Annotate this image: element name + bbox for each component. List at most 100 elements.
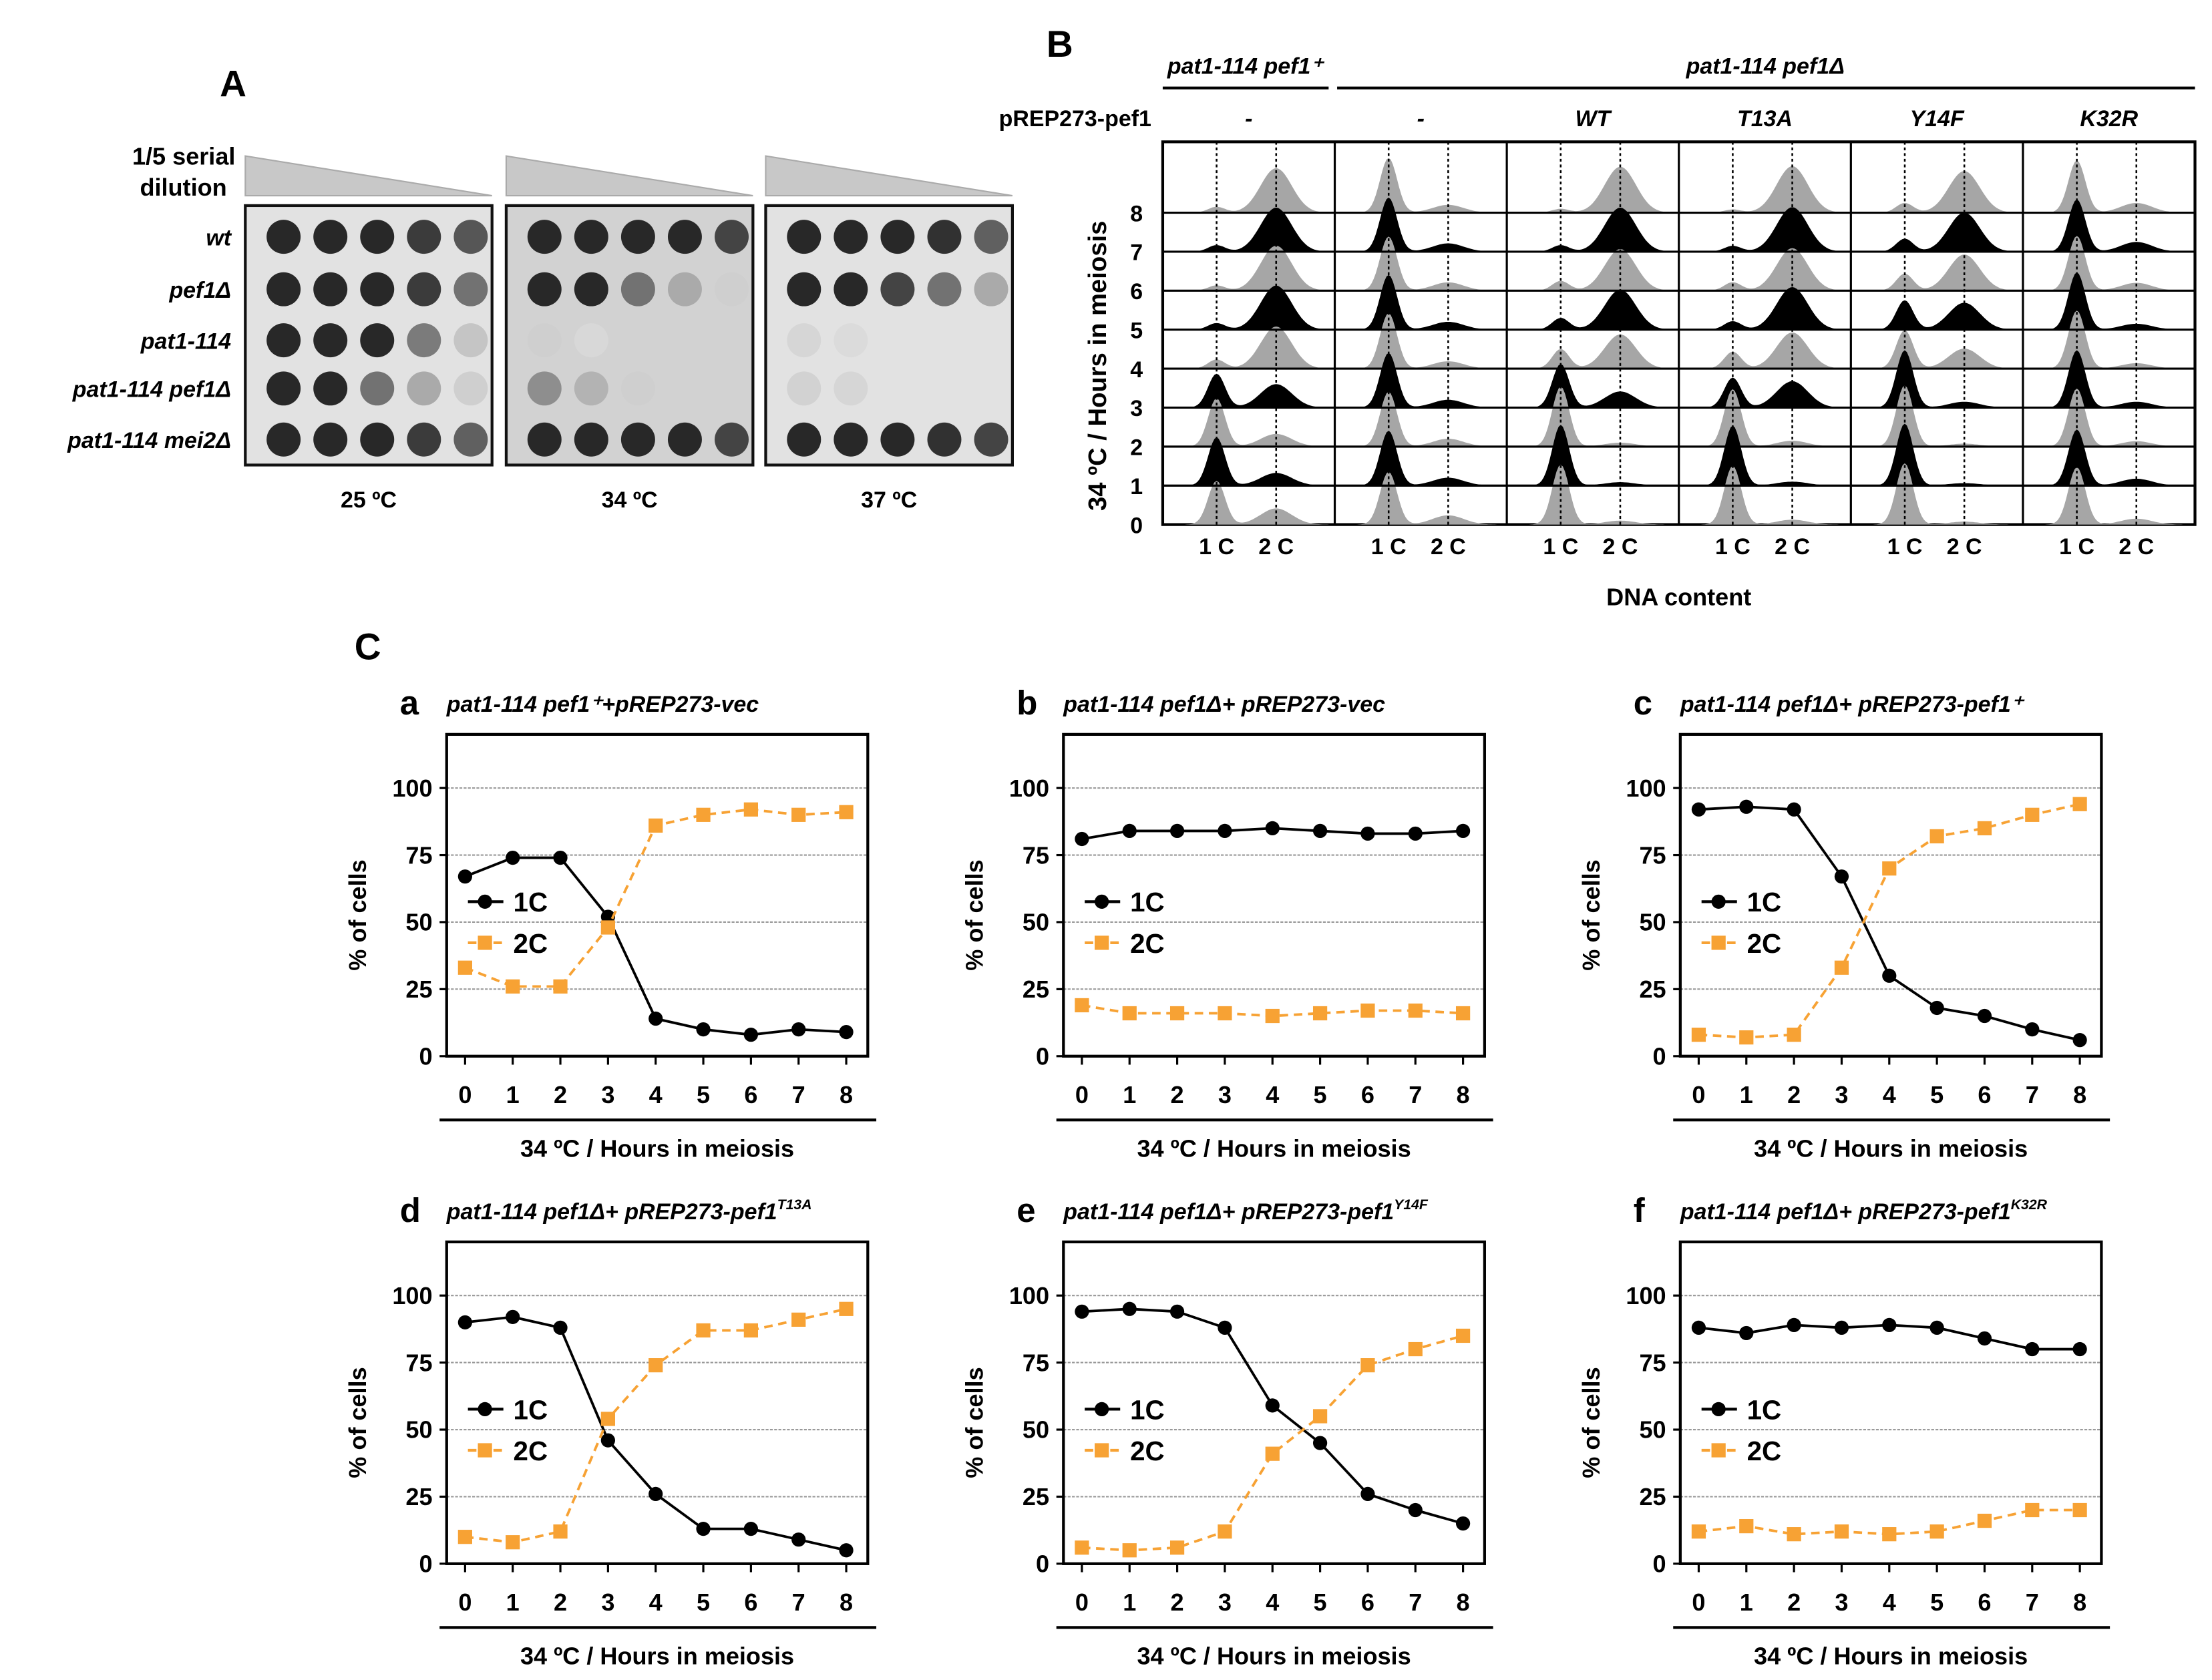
yeast-spot	[313, 422, 348, 457]
y-tick-label: 75	[405, 841, 432, 869]
legend-label: 2C	[1747, 928, 1782, 959]
data-point-2C	[1882, 861, 1897, 876]
hour-tick-label: 6	[1130, 279, 1143, 304]
data-point-2C	[649, 818, 663, 833]
data-point-1C	[1691, 1320, 1706, 1335]
strain-label: pat1-114	[140, 329, 231, 354]
data-point-2C	[1977, 821, 1992, 836]
data-point-2C	[1408, 1341, 1423, 1357]
x-tick-2c: 2 C	[1603, 534, 1638, 560]
dna-histogram	[2026, 272, 2193, 330]
chart-title: pat1-114 pef1Δ+ pREP273-vec	[1063, 692, 1385, 717]
legend-marker	[1711, 1402, 1726, 1417]
hour-tick-label: 1	[1130, 474, 1143, 499]
x-tick-label: 1	[506, 1589, 520, 1616]
data-point-2C	[1075, 998, 1089, 1013]
dna-histogram	[1681, 425, 1849, 486]
yeast-spot	[834, 371, 868, 406]
x-tick-2c: 2 C	[1258, 534, 1294, 560]
dna-histogram	[1681, 332, 1849, 369]
dna-histogram	[1681, 248, 1849, 291]
line-chart-f: f pat1-114 pef1Δ+ pREP273-pef1K32R0255075…	[1578, 1191, 2110, 1670]
x-tick-label: 8	[1457, 1081, 1470, 1108]
hour-tick-label: 8	[1130, 201, 1143, 226]
chart-title: pat1-114 pef1Δ+ pREP273-pef1Y14F	[1063, 1197, 1429, 1225]
chart-title: pat1-114 pef1⁺+pREP273-vec	[446, 692, 759, 717]
y-tick-label: 50	[405, 909, 432, 936]
x-tick-label: 0	[1692, 1589, 1705, 1616]
x-tick-label: 5	[1930, 1081, 1944, 1108]
x-axis-label: 34 ºC / Hours in meiosis	[520, 1643, 794, 1670]
data-point-2C	[1834, 960, 1849, 975]
x-tick-label: 3	[1218, 1589, 1232, 1616]
x-tick-label: 3	[1218, 1081, 1232, 1108]
y-axis-label: % of cells	[344, 1367, 371, 1478]
panel-a-spot-assay: A 1/5 serial dilution wt pef1Δ pat1-114 pat…	[67, 63, 1014, 513]
x-tick-label: 3	[601, 1589, 614, 1616]
data-point-1C	[839, 1025, 854, 1040]
dna-histogram	[1509, 334, 1676, 369]
yeast-spot	[266, 371, 301, 406]
dna-histogram	[1165, 437, 1332, 486]
yeast-spot	[313, 272, 348, 306]
data-point-1C	[1265, 1398, 1280, 1413]
legend-marker	[1095, 894, 1109, 909]
data-point-2C	[2072, 797, 2087, 811]
x-tick-label: 7	[792, 1589, 805, 1616]
data-point-2C	[1834, 1524, 1849, 1539]
dna-histogram	[1853, 171, 2020, 213]
x-tick-label: 5	[697, 1589, 710, 1616]
strain-label: pef1Δ	[168, 278, 231, 303]
data-point-1C	[457, 869, 472, 884]
x-tick-label: 1	[1740, 1589, 1753, 1616]
dna-histogram	[1337, 431, 1504, 486]
x-tick-label: 5	[697, 1081, 710, 1108]
yeast-spot	[620, 220, 655, 254]
hour-tick-label: 0	[1130, 513, 1143, 538]
data-point-2C	[1169, 1540, 1185, 1555]
yeast-spot	[527, 422, 562, 457]
plot-frame	[445, 1240, 870, 1565]
y-tick-label: 50	[1023, 1416, 1049, 1444]
data-point-1C	[791, 1022, 806, 1037]
chart-title: pat1-114 pef1Δ+ pREP273-pef1K32R	[1680, 1197, 2048, 1225]
chart-title-text: pat1-114 pef1Δ+ pREP273-pef1⁺	[1680, 692, 2025, 717]
dna-histogram	[2026, 350, 2193, 408]
y-tick-label: 100	[392, 775, 432, 802]
yeast-spot	[620, 371, 655, 406]
data-point-2C	[1929, 829, 1944, 844]
hour-tick-label: 5	[1130, 318, 1143, 343]
data-point-2C	[1265, 1008, 1280, 1024]
yeast-spot	[880, 220, 915, 254]
yeast-spot	[360, 323, 395, 358]
x-tick-label: 7	[2026, 1589, 2039, 1616]
data-point-2C	[1739, 1518, 1754, 1534]
yeast-spot	[787, 220, 821, 254]
x-tick-label: 0	[458, 1081, 472, 1108]
dna-histogram	[1337, 353, 1504, 408]
yeast-spot	[313, 323, 348, 358]
x-axis-label: 34 ºC / Hours in meiosis	[520, 1135, 794, 1163]
x-tick-label: 5	[1930, 1589, 1944, 1616]
x-tick-label: 2	[554, 1081, 567, 1108]
x-tick-label: 2	[1171, 1081, 1184, 1108]
x-tick-label: 4	[649, 1081, 663, 1108]
data-point-1C	[1787, 1317, 1801, 1333]
data-point-1C	[1312, 1436, 1328, 1450]
legend-label: 1C	[514, 887, 548, 917]
data-point-1C	[1834, 1320, 1849, 1335]
series-line-2C	[1698, 803, 2080, 1039]
legend-label: 2C	[1130, 928, 1165, 959]
plasmid-column-label: WT	[1576, 106, 1613, 132]
x-tick-label: 4	[1883, 1081, 1896, 1108]
strain-label: pat1-114 pef1Δ	[72, 377, 231, 403]
chart-title: pat1-114 pef1Δ+ pREP273-pef1⁺	[1680, 692, 2025, 717]
data-point-2C	[1169, 1006, 1185, 1021]
x-tick-label: 0	[1075, 1081, 1089, 1108]
yeast-spot	[313, 220, 348, 254]
x-tick-label: 1	[1123, 1081, 1136, 1108]
plasmid-column-label: -	[1417, 106, 1425, 132]
data-point-2C	[791, 807, 806, 822]
legend-label: 2C	[514, 928, 548, 959]
yeast-spot	[927, 272, 962, 306]
